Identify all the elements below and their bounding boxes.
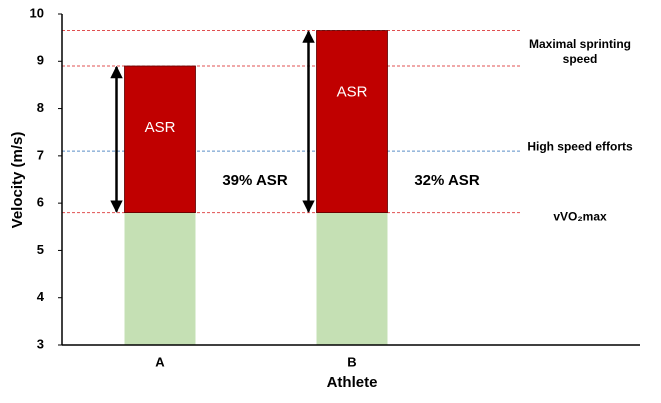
bar-segment (124, 212, 196, 345)
y-tick-label: 3 (37, 336, 44, 351)
bar-segment (124, 65, 196, 213)
annotation: 32% ASR (414, 172, 479, 189)
y-tick-label: 5 (37, 242, 44, 257)
reference-label: vVO₂max (553, 209, 607, 224)
y-tick-label: 9 (37, 53, 44, 68)
y-axis-label: Velocity (m/s) (9, 132, 26, 229)
segment-label: ASR (145, 119, 176, 136)
y-tick-label: 8 (37, 100, 44, 115)
y-tick-label: 4 (37, 289, 45, 304)
reference-label: High speed efforts (527, 139, 633, 154)
annotation: 39% ASR (222, 172, 287, 189)
reference-label: Maximal sprinting speed (528, 36, 632, 66)
x-tick-label: B (347, 354, 356, 369)
y-tick-label: 10 (30, 5, 44, 20)
bar-segment (316, 212, 388, 345)
x-tick-label: A (155, 354, 165, 369)
segment-label: ASR (337, 84, 368, 101)
x-axis-label: Athlete (327, 374, 378, 391)
y-tick-label: 7 (37, 147, 44, 162)
bar-segment (316, 30, 388, 214)
y-tick-label: 6 (37, 195, 44, 210)
